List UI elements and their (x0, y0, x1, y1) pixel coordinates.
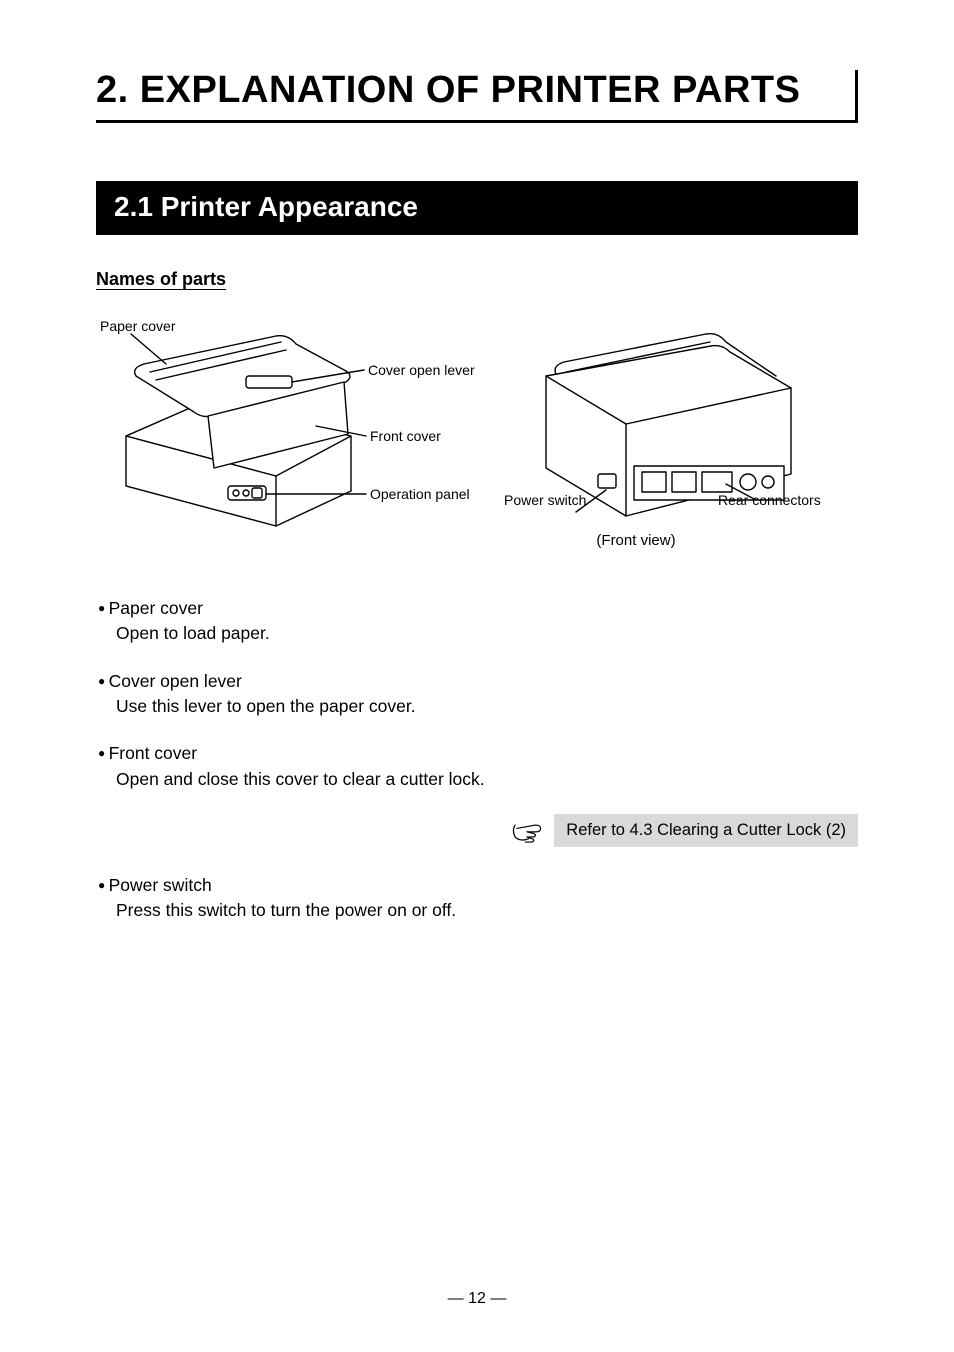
label-paper-cover: Paper cover (100, 318, 175, 334)
item-title: Paper cover (98, 596, 858, 621)
rear-view-diagram: Power switch Rear connectors (Rear view) (486, 316, 846, 556)
item-desc: Use this lever to open the paper cover. (98, 694, 858, 719)
front-view-diagram: Paper cover Cover open lever Front cover… (96, 316, 456, 556)
reference-row: Refer to 4.3 Clearing a Cutter Lock (2) (96, 814, 858, 847)
item-desc: Press this switch to turn the power on o… (98, 898, 858, 923)
page-number: — 12 — (0, 1290, 954, 1308)
page: 2. EXPLANATION OF PRINTER PARTS 2.1 Prin… (0, 0, 954, 1352)
label-power-switch: Power switch (504, 492, 586, 508)
list-item: Paper cover Open to load paper. (98, 596, 858, 647)
item-title: Front cover (98, 741, 858, 766)
parts-list-continued: Power switch Press this switch to turn t… (96, 873, 858, 924)
reference-box: Refer to 4.3 Clearing a Cutter Lock (2) (554, 814, 858, 847)
label-operation-panel: Operation panel (370, 486, 470, 502)
parts-list: Paper cover Open to load paper. Cover op… (96, 596, 858, 792)
diagram-row: Paper cover Cover open lever Front cover… (96, 316, 858, 556)
label-front-cover: Front cover (370, 428, 441, 444)
item-title: Power switch (98, 873, 858, 898)
item-title: Cover open lever (98, 669, 858, 694)
list-item: Power switch Press this switch to turn t… (98, 873, 858, 924)
item-desc: Open to load paper. (98, 621, 858, 646)
rear-view-caption: (Rear view) (846, 532, 954, 549)
section-title: 2.1 Printer Appearance (96, 181, 858, 235)
subheading-names-of-parts: Names of parts (96, 269, 858, 290)
item-desc: Open and close this cover to clear a cut… (98, 767, 858, 792)
list-item: Cover open lever Use this lever to open … (98, 669, 858, 720)
label-cover-open-lever: Cover open lever (368, 362, 475, 378)
list-item: Front cover Open and close this cover to… (98, 741, 858, 792)
printer-rear-svg (486, 316, 846, 556)
label-rear-connectors: Rear connectors (718, 492, 821, 508)
pointing-hand-icon (510, 816, 544, 846)
chapter-title: 2. EXPLANATION OF PRINTER PARTS (96, 70, 858, 123)
